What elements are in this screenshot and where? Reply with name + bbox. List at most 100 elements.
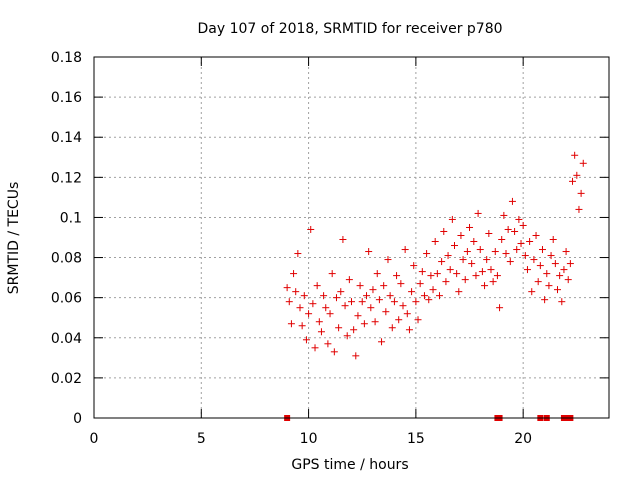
data-point	[487, 266, 495, 274]
y-tick-label: 0.02	[51, 371, 82, 387]
data-point	[483, 256, 491, 264]
y-tick-label: 0.14	[51, 130, 82, 146]
y-axis-label: SRMTID / TECUs	[6, 182, 22, 295]
data-point	[508, 197, 516, 205]
data-point	[414, 316, 422, 324]
data-point	[302, 336, 310, 344]
data-point	[337, 288, 345, 296]
data-point	[459, 256, 467, 264]
data-point	[335, 324, 343, 332]
x-tick-label: 0	[90, 431, 99, 447]
data-point	[324, 340, 332, 348]
data-point	[519, 221, 527, 229]
data-point	[397, 280, 405, 288]
data-point	[393, 272, 401, 280]
data-point	[410, 262, 418, 270]
data-point	[453, 270, 461, 278]
data-point	[433, 270, 441, 278]
data-point	[305, 310, 313, 318]
data-point	[575, 205, 583, 213]
data-point	[401, 246, 409, 254]
data-point	[332, 294, 340, 302]
data-point	[530, 256, 538, 264]
data-point	[378, 338, 386, 346]
data-point	[285, 298, 293, 306]
data-point	[423, 250, 431, 258]
data-point	[388, 324, 396, 332]
data-point	[502, 250, 510, 258]
data-point	[496, 304, 504, 312]
data-point	[311, 344, 319, 352]
data-point	[481, 282, 489, 290]
data-point	[395, 316, 403, 324]
data-point	[448, 215, 456, 223]
data-point	[515, 215, 523, 223]
data-point	[360, 320, 368, 328]
x-tick-label: 15	[407, 431, 425, 447]
data-point	[425, 296, 433, 304]
data-point	[290, 270, 298, 278]
data-point	[478, 268, 486, 276]
data-point	[371, 318, 379, 326]
y-tick-label: 0.18	[51, 50, 82, 66]
data-point	[491, 248, 499, 256]
data-point	[528, 288, 536, 296]
data-point	[476, 246, 484, 254]
data-point	[571, 151, 579, 159]
data-point	[446, 266, 454, 274]
data-point	[399, 302, 407, 310]
data-point	[330, 348, 338, 356]
y-axis-ticks: 0 0.02 0.04 0.06 0.08 0.1 0.12 0.14 0.16 0.18	[51, 50, 609, 427]
data-point	[384, 256, 392, 264]
data-point	[474, 209, 482, 217]
data-point	[328, 270, 336, 278]
data-point	[429, 286, 437, 294]
data-point	[382, 308, 390, 316]
data-point	[451, 242, 458, 250]
data-point	[431, 238, 439, 246]
data-point	[511, 227, 519, 235]
data-point	[577, 189, 585, 197]
data-point	[551, 260, 559, 268]
data-point	[472, 272, 480, 280]
data-point	[380, 282, 388, 290]
data-point	[504, 225, 512, 233]
data-point	[298, 322, 306, 330]
data-point	[365, 248, 373, 256]
data-point	[438, 258, 446, 266]
data-point	[468, 260, 476, 268]
data-point	[523, 266, 531, 274]
y-tick-label: 0	[73, 411, 82, 427]
data-point	[309, 300, 317, 308]
data-point	[345, 276, 353, 284]
data-point	[358, 298, 366, 306]
data-point	[541, 296, 549, 304]
data-point	[427, 272, 435, 280]
data-point	[545, 282, 553, 290]
data-point	[461, 276, 469, 284]
data-point	[390, 298, 398, 306]
data-point	[283, 284, 291, 292]
data-point	[554, 286, 561, 294]
data-point	[354, 312, 362, 320]
data-point	[287, 320, 295, 328]
data-point	[543, 270, 551, 278]
data-point	[418, 268, 426, 276]
data-point	[562, 248, 570, 256]
data-point	[352, 352, 360, 360]
data-point	[455, 288, 463, 296]
data-point	[549, 236, 557, 244]
data-point	[317, 328, 325, 336]
data-point	[373, 270, 381, 278]
data-point	[313, 282, 321, 290]
x-tick-label: 5	[197, 431, 206, 447]
data-point	[521, 252, 529, 260]
data-point	[440, 227, 448, 235]
y-tick-label: 0.12	[51, 170, 82, 186]
data-point	[350, 326, 358, 334]
data-point	[526, 238, 534, 246]
data-point	[322, 304, 330, 312]
data-point	[307, 225, 315, 233]
data-point	[457, 231, 465, 239]
